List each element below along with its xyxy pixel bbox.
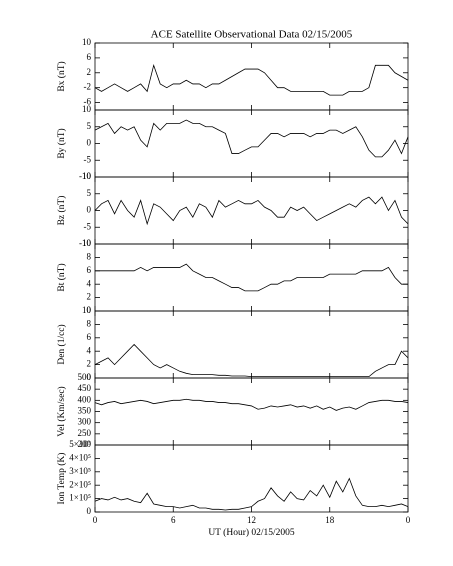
- x-tick-label: 12: [247, 515, 256, 525]
- panel-frame: [94, 377, 409, 446]
- x-tick-label: 0: [406, 515, 411, 525]
- y-tick-label: 8: [87, 251, 92, 261]
- x-tick-label: 6: [171, 515, 176, 525]
- y-tick-label: 200: [78, 439, 92, 449]
- y-tick-label: 6: [87, 52, 92, 62]
- y-axis-label: Bx (nT): [56, 61, 67, 91]
- y-tick-label: 0: [87, 205, 92, 215]
- y-axis-label: Vel (Km/sec): [56, 386, 67, 436]
- y-tick-label: 5×10⁵: [69, 439, 91, 449]
- y-tick-label: 250: [78, 428, 92, 438]
- panel-frame: [94, 109, 409, 178]
- data-line: [95, 263, 408, 292]
- y-tick-label: 5: [87, 121, 92, 131]
- panel-frame: [94, 444, 409, 513]
- y-tick-label: 2: [87, 359, 92, 369]
- data-line: [94, 477, 409, 511]
- panel-frame: [94, 42, 409, 111]
- y-tick-label: 350: [78, 406, 92, 416]
- data-line: [94, 398, 409, 411]
- y-tick-label: 400: [78, 394, 92, 404]
- y-tick-label: 500: [78, 372, 92, 382]
- y-tick-label: 2×10⁵: [69, 479, 91, 489]
- y-axis-label: By (nT): [56, 128, 67, 158]
- x-tick-label: 18: [325, 515, 335, 525]
- y-tick-label: 0: [87, 506, 92, 516]
- y-tick-label: 10: [82, 104, 92, 114]
- data-line: [94, 343, 409, 378]
- x-axis-label: UT (Hour) 02/15/2005: [208, 527, 295, 538]
- y-tick-label: 0: [87, 305, 92, 315]
- y-axis-label: Ion Temp (K): [56, 453, 67, 505]
- y-tick-label: 6: [87, 332, 92, 342]
- x-tick-label: 0: [93, 515, 98, 525]
- y-tick-label: 4×10⁵: [69, 452, 91, 462]
- y-tick-label: -6: [84, 97, 92, 107]
- data-line: [94, 196, 409, 226]
- panel-frame: [94, 243, 409, 312]
- panel-frame: [94, 176, 409, 245]
- chart-title: ACE Satellite Observational Data 02/15/2…: [151, 29, 353, 41]
- y-tick-label: 300: [78, 417, 92, 427]
- y-tick-label: 450: [78, 383, 92, 393]
- y-tick-label: 8: [87, 318, 92, 328]
- y-axis-label: Bz (nT): [56, 196, 67, 226]
- y-tick-label: 2: [87, 67, 92, 77]
- y-tick-label: 10: [82, 171, 92, 181]
- y-tick-label: 5: [87, 188, 92, 198]
- panel-frame: [94, 310, 409, 379]
- y-tick-label: 0: [87, 138, 92, 148]
- y-tick-label: 1×10⁵: [69, 493, 91, 503]
- y-axis-label: Bt (nT): [56, 263, 67, 291]
- y-tick-label: 10: [82, 37, 92, 47]
- y-tick-label: 4: [87, 278, 92, 288]
- y-axis-label: Den (1/cc): [56, 324, 67, 364]
- data-line: [94, 119, 409, 158]
- y-tick-label: 6: [87, 265, 92, 275]
- y-tick-label: -10: [79, 238, 91, 248]
- y-tick-label: -10: [79, 171, 91, 181]
- data-line: [94, 63, 409, 96]
- y-tick-label: 2: [87, 292, 92, 302]
- y-tick-label: 10: [82, 305, 92, 315]
- y-tick-label: -5: [84, 154, 92, 164]
- y-tick-label: -2: [84, 82, 92, 92]
- y-tick-label: -5: [84, 221, 92, 231]
- y-tick-label: 4: [87, 345, 92, 355]
- y-tick-label: 10: [82, 238, 92, 248]
- y-tick-label: 3×10⁵: [69, 466, 91, 476]
- y-tick-label: 0: [87, 372, 92, 382]
